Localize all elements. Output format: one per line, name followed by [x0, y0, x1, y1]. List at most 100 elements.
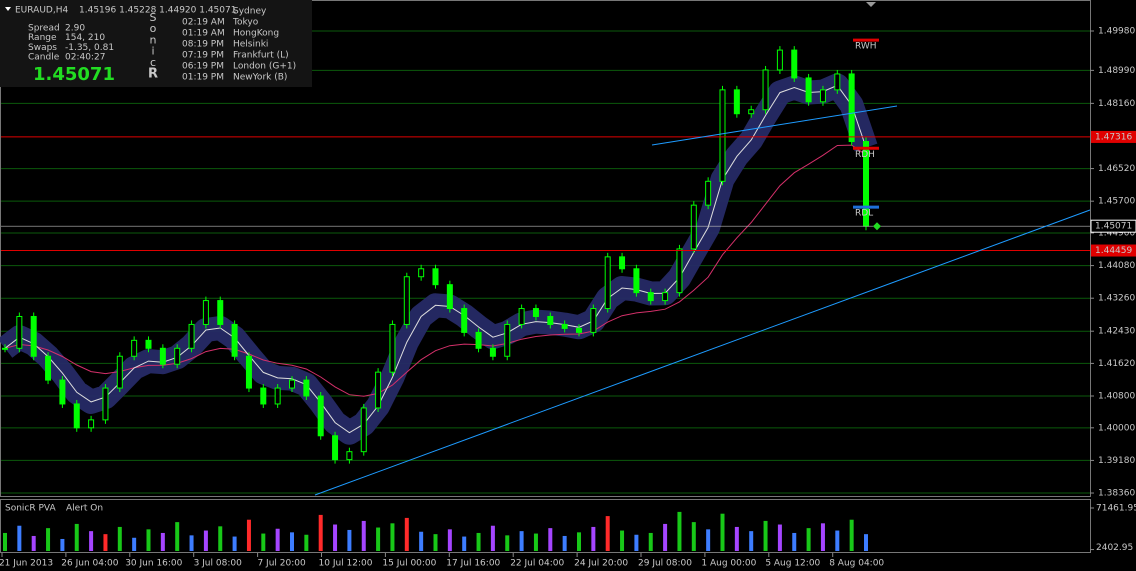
ma-slow: [4, 144, 867, 397]
candle: [619, 256, 626, 270]
volume-bar: [734, 526, 739, 551]
volume-bar: [46, 528, 51, 551]
volume-bar: [275, 528, 280, 551]
candle: [375, 371, 382, 409]
session-city: NewYork (B): [233, 73, 287, 83]
volume-bar: [218, 526, 223, 551]
candle: [432, 268, 439, 286]
candle: [102, 387, 109, 421]
candle: [504, 323, 511, 357]
session-city: Sydney: [233, 7, 267, 17]
volume-bar: [89, 531, 94, 551]
candle: [231, 323, 238, 357]
volume-bar: [763, 520, 768, 551]
candle: [59, 379, 66, 405]
big-price: 1.45071: [33, 64, 115, 85]
volume-bar: [490, 525, 495, 551]
volume-bar: [132, 537, 137, 551]
session-city: London (G+1): [233, 62, 296, 72]
volume-bar: [3, 532, 7, 551]
volume-bar: [261, 533, 266, 551]
x-tick-label: 17 Jul 16:00: [446, 559, 500, 569]
candle: [260, 387, 267, 405]
volume-bar: [605, 516, 610, 551]
candle: [647, 292, 654, 302]
x-tick-label: 22 Jul 04:00: [510, 559, 564, 569]
candle: [131, 339, 138, 357]
volume-bar: [562, 535, 567, 551]
volume-bar: [864, 534, 868, 551]
brand-letter: R: [148, 67, 158, 82]
volume-tick-label: 2402.95: [1096, 543, 1133, 553]
info-label: Spread: [28, 24, 60, 34]
candle: [532, 308, 539, 317]
price-tag-label: 1.44459: [1095, 246, 1132, 256]
y-tick-label: 1.42430: [1098, 327, 1135, 337]
y-tick-label: 1.49980: [1098, 27, 1135, 37]
volume-tick-label: 71461.95: [1096, 504, 1136, 514]
quote: 1.45196 1.45228 1.44920 1.45071: [79, 6, 236, 16]
y-tick-label: 1.44900: [1098, 228, 1135, 238]
volume-bar: [160, 532, 165, 551]
level-label: RDL: [855, 209, 873, 219]
volume-bar: [806, 528, 811, 551]
x-tick-label: 1 Aug 00:00: [701, 559, 756, 569]
y-tick-label: 1.40800: [1098, 392, 1135, 402]
candle: [461, 308, 468, 333]
volume-bar: [820, 523, 825, 551]
volume-bar: [691, 522, 696, 551]
info-value: 154, 210: [65, 33, 105, 43]
y-tick-label: 1.44080: [1098, 261, 1135, 271]
shift-marker[interactable]: [866, 2, 876, 7]
candle: [88, 419, 95, 429]
y-tick-label: 1.46520: [1098, 164, 1135, 174]
y-tick-label: 1.43260: [1098, 294, 1135, 304]
candle: [116, 355, 123, 389]
info-value: 2.90: [65, 24, 85, 34]
session-time: 07:19 PM: [182, 51, 224, 61]
x-tick-label: 29 Jul 08:00: [638, 559, 692, 569]
main-pane-border: [0, 0, 1091, 497]
session-city: Helsinki: [233, 40, 268, 50]
volume-bar: [31, 535, 36, 551]
y-tick-label: 1.40000: [1098, 423, 1135, 433]
candle: [762, 69, 769, 111]
info-label: Candle: [28, 53, 60, 63]
volume-title: SonicR PVA: [5, 504, 56, 514]
y-tick-label: 1.48990: [1098, 66, 1135, 76]
candle: [834, 73, 841, 91]
x-tick-label: 7 Jul 20:00: [257, 559, 306, 569]
volume-bar: [720, 513, 725, 551]
volume-bar: [390, 523, 395, 551]
candle: [174, 347, 181, 365]
candle: [403, 276, 410, 325]
volume-bar: [476, 532, 481, 551]
x-tick-label: 10 Jul 12:00: [319, 559, 373, 569]
candle: [633, 268, 640, 294]
session-city: Tokyo: [232, 18, 259, 28]
overlay: 1.49980 1.48990 1.48160 1.46520 1.45700 1.449…: [0, 7, 1136, 569]
trendline: [314, 209, 1091, 496]
info-label: Range: [28, 33, 57, 43]
candle: [662, 292, 669, 302]
volume-bar: [203, 530, 208, 551]
candle: [805, 77, 812, 103]
y-tick-label: 1.48160: [1098, 99, 1135, 109]
candle: [819, 89, 826, 103]
candle: [202, 300, 209, 325]
candle: [489, 347, 496, 357]
candle: [73, 403, 80, 429]
volume-bar: [634, 534, 639, 551]
volume-bar: [246, 519, 251, 551]
candle: [676, 248, 683, 294]
volume-bar: [175, 522, 180, 551]
volume-bar: [60, 538, 65, 551]
candle: [705, 180, 712, 206]
volume-bar: [663, 523, 668, 551]
volume-pane-border: [0, 499, 1091, 553]
menu-arrow[interactable]: [5, 7, 11, 11]
info-value: 02:40:27: [65, 53, 105, 63]
volume-bar: [318, 514, 323, 551]
candle: [45, 355, 52, 381]
